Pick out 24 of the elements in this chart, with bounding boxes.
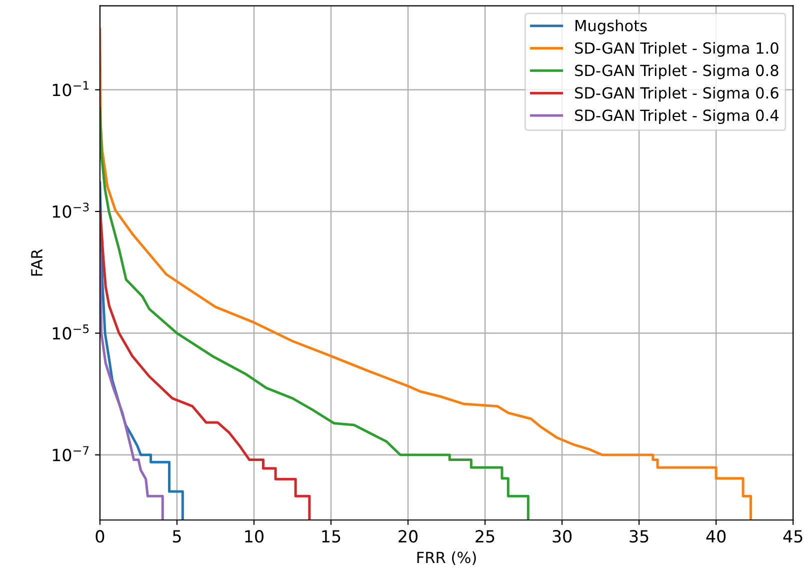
x-tick-label: 0 bbox=[96, 530, 104, 543]
line-series bbox=[100, 210, 311, 520]
x-tick-label: 45 bbox=[783, 530, 802, 543]
x-tick-label: 40 bbox=[706, 530, 726, 543]
line-series bbox=[100, 252, 164, 520]
y-tick-label: 10$^{−3}$ bbox=[52, 202, 89, 218]
x-tick-label: 35 bbox=[630, 530, 648, 543]
x-tick-label: 20 bbox=[398, 530, 418, 543]
legend-label: Mugshots bbox=[576, 20, 647, 34]
x-tick-label: 25 bbox=[476, 530, 494, 543]
y-tick-label: 10$^{−5}$ bbox=[52, 324, 89, 340]
line-series bbox=[100, 106, 530, 520]
legend-label: SD-GAN Triplet - Sigma 1.0 bbox=[575, 42, 778, 57]
y-axis-title: FAR bbox=[31, 249, 42, 276]
legend-label: SD-GAN Triplet - Sigma 0.8 bbox=[575, 64, 778, 80]
x-tick-label: 30 bbox=[552, 530, 572, 543]
y-tick-label: 10$^{−1}$ bbox=[52, 81, 89, 96]
x-tick-label: 15 bbox=[322, 530, 340, 543]
y-tick-label: 10$^{−7}$ bbox=[52, 446, 89, 462]
x-axis-title: FRR (%) bbox=[417, 551, 476, 566]
legend-label: SD-GAN Triplet - Sigma 0.6 bbox=[575, 86, 778, 102]
x-tick-label: 5 bbox=[172, 530, 181, 543]
x-tick-label: 10 bbox=[245, 530, 264, 543]
legend-label: SD-GAN Triplet - Sigma 0.4 bbox=[575, 109, 778, 124]
